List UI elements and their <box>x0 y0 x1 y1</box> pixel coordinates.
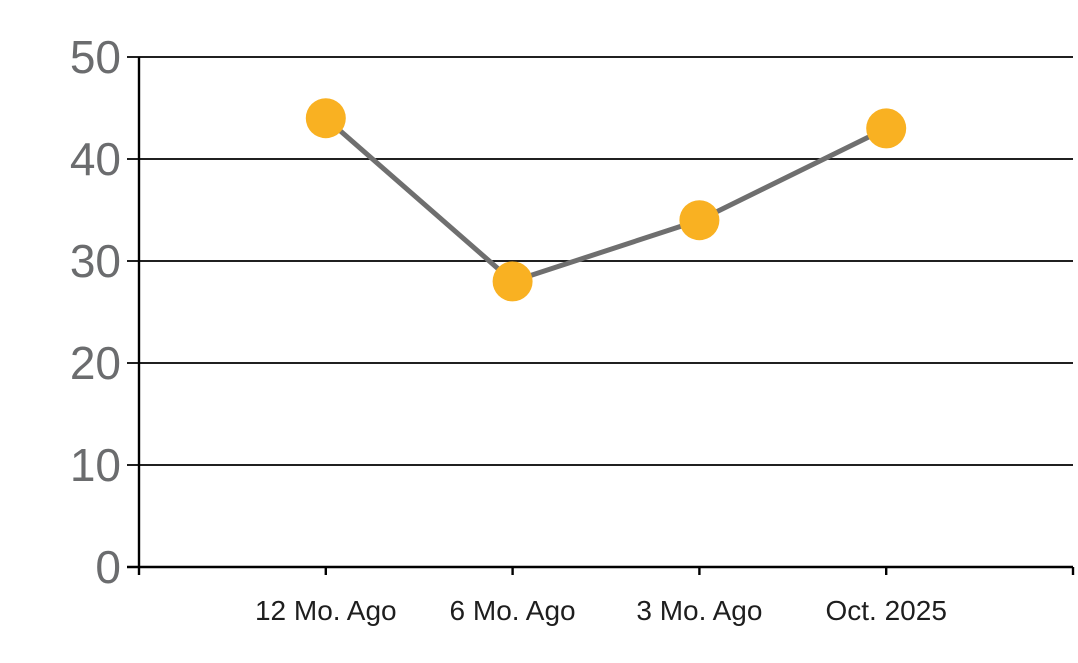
x-axis-category-label: 3 Mo. Ago <box>636 595 762 626</box>
y-axis-tick-label: 40 <box>70 133 121 185</box>
x-axis-category-label: 12 Mo. Ago <box>255 595 397 626</box>
y-axis-tick-label: 50 <box>70 31 121 83</box>
y-axis-tick-label: 20 <box>70 337 121 389</box>
y-axis-tick-label: 10 <box>70 439 121 491</box>
data-point-marker <box>866 108 907 149</box>
x-axis-category-label: 6 Mo. Ago <box>450 595 576 626</box>
x-axis-category-label: Oct. 2025 <box>825 595 946 626</box>
data-point-marker <box>492 261 533 302</box>
data-line <box>323 115 889 284</box>
data-point-marker <box>305 98 346 139</box>
y-axis-tick-label: 30 <box>70 235 121 287</box>
y-axis-tick-label: 0 <box>95 541 121 593</box>
data-point-marker <box>679 200 720 241</box>
